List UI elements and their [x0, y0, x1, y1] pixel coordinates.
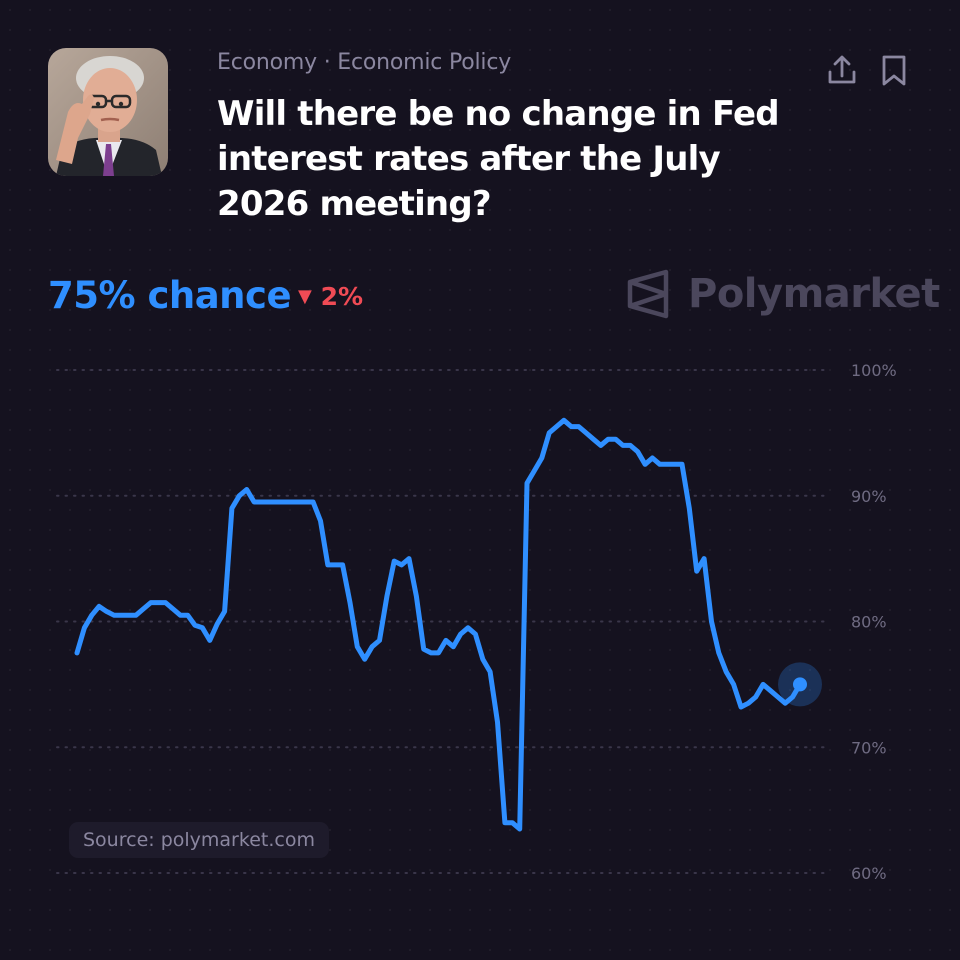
- portrait-image: [48, 48, 168, 176]
- last-point-marker: [793, 677, 807, 692]
- y-tick-label: 60%: [851, 864, 887, 883]
- series-line: [74, 417, 803, 832]
- y-tick-label: 70%: [851, 738, 887, 757]
- chance-value: 75% chance: [48, 274, 292, 317]
- polymarket-logo-icon: [627, 269, 669, 319]
- source-label[interactable]: Source: polymarket.com: [69, 822, 329, 858]
- share-icon[interactable]: [824, 52, 860, 88]
- y-tick-label: 80%: [851, 613, 887, 632]
- market-thumbnail: [48, 48, 168, 176]
- y-tick-label: 90%: [851, 487, 887, 506]
- market-title: Will there be no change in Fed interest …: [217, 94, 780, 224]
- triangle-down-icon: ▼: [298, 286, 312, 307]
- change-indicator: ▼ 2%: [298, 282, 363, 311]
- market-category[interactable]: Economy · Economic Policy: [217, 50, 512, 75]
- brand-name: Polymarket: [688, 271, 940, 317]
- change-value: 2%: [320, 282, 364, 311]
- bookmark-icon[interactable]: [876, 52, 912, 88]
- y-tick-label: 100%: [851, 361, 897, 380]
- brand-logo: Polymarket: [626, 268, 940, 320]
